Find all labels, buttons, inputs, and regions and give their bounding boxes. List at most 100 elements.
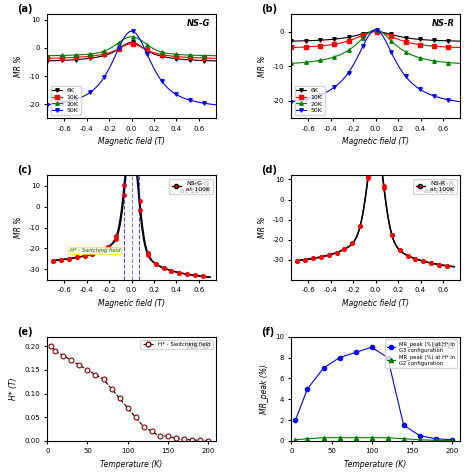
10K (317, 43, 323, 49)
10K (457, 45, 463, 50)
20K (289, 61, 294, 66)
Y-axis label: MR %: MR % (258, 217, 267, 238)
Legend: NS-R
at 100K: NS-R at 100K (413, 179, 456, 194)
10K (213, 55, 219, 61)
20K (101, 48, 107, 54)
Y-axis label: MR %: MR % (258, 55, 267, 77)
X-axis label: Magnetic field (T): Magnetic field (T) (342, 299, 409, 308)
6K (93, 55, 99, 60)
Line: 20K: 20K (46, 35, 218, 57)
20K (371, 27, 377, 33)
6K (73, 57, 79, 63)
Y-axis label: MR %: MR % (14, 217, 23, 238)
20K (343, 49, 348, 55)
10K (337, 40, 343, 46)
6K (101, 53, 107, 58)
20K (73, 52, 79, 58)
Line: 50K: 50K (46, 29, 218, 107)
10K (93, 53, 99, 58)
6K (317, 37, 323, 43)
10K (371, 29, 377, 35)
50K (289, 99, 294, 104)
Legend: MR_peak (%) at H* in
G3 configuration, MR_peak (%) at H* in
G2 configuration: MR_peak (%) at H* in G3 configuration, M… (385, 339, 457, 368)
Y-axis label: H* (T): H* (T) (9, 377, 18, 400)
20K (213, 53, 219, 59)
6K (45, 58, 50, 64)
50K (457, 99, 463, 104)
X-axis label: Magnetic field (T): Magnetic field (T) (98, 299, 165, 308)
6K (128, 40, 133, 46)
50K (337, 80, 343, 85)
50K (153, 69, 159, 75)
10K (101, 51, 107, 57)
6K (371, 29, 377, 35)
6K (343, 35, 348, 40)
20K (397, 46, 403, 51)
6K (289, 38, 294, 44)
Y-axis label: MR %: MR % (14, 55, 23, 77)
20K (346, 47, 351, 53)
Line: 10K: 10K (290, 30, 462, 49)
Text: (c): (c) (17, 165, 32, 175)
6K (457, 38, 463, 44)
10K (397, 37, 403, 43)
50K (93, 85, 99, 91)
50K (73, 96, 79, 102)
50K (371, 27, 377, 33)
50K (346, 70, 351, 75)
Legend: 6K, 10K, 20K, 50K: 6K, 10K, 20K, 50K (294, 86, 325, 115)
Text: (e): (e) (17, 327, 33, 337)
10K (289, 45, 294, 50)
Text: NS-G: NS-G (187, 19, 210, 28)
6K (346, 34, 351, 40)
Text: NS-R
at 100K: NS-R at 100K (424, 181, 455, 194)
50K (87, 90, 93, 95)
6K (331, 36, 337, 42)
20K (93, 50, 99, 56)
50K (45, 102, 50, 108)
X-axis label: Magnetic field (T): Magnetic field (T) (98, 137, 165, 146)
20K (153, 47, 159, 53)
20K (331, 54, 337, 60)
Line: 10K: 10K (46, 42, 218, 60)
50K (99, 78, 104, 84)
Legend: H* - Switching field: H* - Switching field (140, 339, 213, 349)
Line: 6K: 6K (290, 30, 462, 43)
20K (317, 57, 323, 63)
20K (337, 52, 343, 58)
Legend: 6K, 10K, 20K, 50K: 6K, 10K, 20K, 50K (51, 86, 81, 115)
6K (87, 55, 93, 61)
50K (213, 102, 219, 108)
Line: 20K: 20K (290, 28, 462, 65)
X-axis label: Temperature (K): Temperature (K) (345, 460, 407, 469)
20K (87, 51, 93, 57)
20K (457, 61, 463, 66)
50K (343, 73, 348, 79)
6K (99, 54, 104, 59)
6K (397, 34, 403, 39)
Text: (d): (d) (261, 165, 277, 175)
Text: (f): (f) (261, 327, 274, 337)
10K (343, 39, 348, 45)
Y-axis label: MR_peak (%): MR_peak (%) (260, 364, 269, 414)
Legend: NS-G
at 100K: NS-G at 100K (169, 179, 213, 194)
Line: 50K: 50K (290, 28, 462, 103)
50K (317, 92, 323, 98)
10K (99, 52, 104, 57)
Text: NS-G
at 100K: NS-G at 100K (180, 181, 210, 194)
10K (346, 38, 351, 44)
Text: NS-G: NS-G (187, 342, 210, 351)
50K (128, 28, 133, 34)
20K (128, 34, 133, 40)
50K (331, 84, 337, 90)
50K (101, 74, 107, 80)
10K (87, 54, 93, 59)
Text: H* - Switching field: H* - Switching field (70, 248, 120, 254)
20K (99, 49, 104, 55)
50K (397, 65, 403, 71)
Text: (b): (b) (261, 4, 277, 14)
Text: (a): (a) (17, 4, 33, 14)
6K (337, 36, 343, 41)
6K (213, 58, 219, 64)
Text: NS-R: NS-R (432, 19, 455, 28)
